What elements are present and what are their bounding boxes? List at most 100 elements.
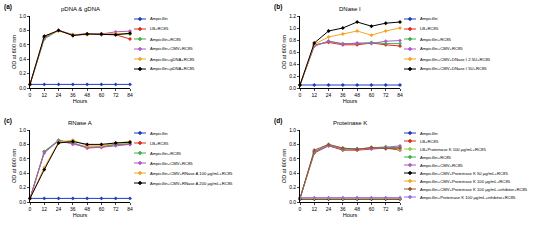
svg-text:0.0: 0.0 [289, 199, 296, 205]
svg-text:Ampicillin+RC85: Ampicillin+RC85 [420, 155, 452, 160]
svg-text:12: 12 [312, 92, 318, 98]
svg-text:Hours: Hours [73, 212, 88, 218]
svg-text:Ampicillin+gDNA+RC85: Ampicillin+gDNA+RC85 [150, 57, 195, 62]
svg-text:12: 12 [42, 92, 48, 98]
svg-text:Ampicillin+CMV+RNase A 200 µg/: Ampicillin+CMV+RNase A 200 µg/mL+RC85 [150, 181, 233, 186]
svg-text:Ampicillin+CMV+RC85: Ampicillin+CMV+RC85 [150, 46, 193, 51]
svg-text:(b): (b) [274, 3, 282, 11]
svg-text:0.8: 0.8 [289, 37, 296, 43]
svg-text:0.6: 0.6 [19, 156, 26, 162]
svg-text:Ampicillin+RC85: Ampicillin+RC85 [150, 151, 182, 156]
svg-text:24: 24 [56, 92, 62, 98]
svg-text:Ampicillin+CMV+RC85: Ampicillin+CMV+RC85 [420, 46, 463, 51]
svg-text:Ampicillin+RC85: Ampicillin+RC85 [420, 37, 452, 42]
svg-text:12: 12 [42, 206, 48, 212]
svg-text:1.0: 1.0 [19, 127, 26, 133]
svg-text:72: 72 [383, 92, 389, 98]
svg-text:0: 0 [29, 206, 32, 212]
svg-text:Hours: Hours [343, 212, 358, 218]
svg-text:84: 84 [397, 92, 403, 98]
svg-text:0.2: 0.2 [19, 70, 26, 76]
svg-text:0: 0 [299, 92, 302, 98]
svg-text:60: 60 [369, 206, 375, 212]
svg-text:pDNA & gDNA: pDNA & gDNA [61, 6, 100, 12]
svg-text:48: 48 [354, 92, 360, 98]
svg-text:24: 24 [326, 206, 332, 212]
svg-text:0.2: 0.2 [289, 73, 296, 79]
svg-text:Ampicillin+CMV+DNase I 5U+RC85: Ampicillin+CMV+DNase I 5U+RC85 [420, 66, 487, 71]
svg-text:72: 72 [383, 206, 389, 212]
svg-text:0.6: 0.6 [289, 49, 296, 55]
svg-text:84: 84 [127, 92, 133, 98]
svg-text:OD at 600 nm: OD at 600 nm [281, 34, 287, 69]
svg-text:(d): (d) [274, 117, 282, 125]
svg-text:Hours: Hours [73, 98, 88, 104]
svg-text:0.0: 0.0 [289, 85, 296, 91]
svg-text:DNase I: DNase I [339, 6, 361, 12]
svg-text:Ampicillin: Ampicillin [420, 131, 438, 136]
svg-text:Ampicillin+RC85: Ampicillin+RC85 [150, 37, 182, 42]
svg-text:Ampicillin+CMV+RC85: Ampicillin+CMV+RC85 [420, 163, 463, 168]
svg-text:Ampicillin: Ampicillin [150, 131, 168, 136]
svg-text:84: 84 [127, 206, 133, 212]
svg-text:(a): (a) [4, 3, 12, 11]
svg-text:Ampicillin+CMV+RNase A 100 µg/: Ampicillin+CMV+RNase A 100 µg/mL+RC85 [150, 171, 233, 176]
svg-text:Ampicillin: Ampicillin [420, 16, 438, 21]
svg-text:1.2: 1.2 [289, 13, 296, 19]
svg-text:0.6: 0.6 [289, 156, 296, 162]
svg-text:0.8: 0.8 [19, 27, 26, 33]
svg-text:Hours: Hours [343, 98, 358, 104]
svg-text:60: 60 [369, 92, 375, 98]
svg-text:72: 72 [113, 92, 119, 98]
svg-text:LB+Proteinase K 100 µg/mL+RC85: LB+Proteinase K 100 µg/mL+RC85 [420, 147, 486, 152]
svg-text:OD at 600 nm: OD at 600 nm [281, 148, 287, 183]
svg-text:0.6: 0.6 [19, 42, 26, 48]
svg-text:Ampicillin: Ampicillin [150, 16, 168, 21]
svg-text:12: 12 [312, 206, 318, 212]
svg-text:Ampicillin+CMV+Proteinase K 10: Ampicillin+CMV+Proteinase K 100 µg/mL+in… [420, 187, 528, 192]
svg-text:Ampicillin+pDNA+RC85: Ampicillin+pDNA+RC85 [150, 66, 195, 71]
svg-text:0.4: 0.4 [289, 61, 296, 67]
svg-text:0.2: 0.2 [19, 184, 26, 190]
svg-text:Ampicillin+CMV+RC85: Ampicillin+CMV+RC85 [150, 161, 193, 166]
svg-text:72: 72 [113, 206, 119, 212]
svg-text:0: 0 [299, 206, 302, 212]
svg-text:0.8: 0.8 [289, 141, 296, 147]
svg-text:0.0: 0.0 [19, 85, 26, 91]
svg-text:1.0: 1.0 [19, 13, 26, 19]
svg-text:LB+RC85: LB+RC85 [420, 26, 439, 31]
svg-text:LB+RC85: LB+RC85 [150, 141, 169, 146]
svg-text:48: 48 [354, 206, 360, 212]
svg-text:24: 24 [56, 206, 62, 212]
svg-text:36: 36 [70, 206, 76, 212]
svg-text:LB+RC85: LB+RC85 [420, 139, 439, 144]
svg-text:60: 60 [99, 92, 105, 98]
svg-text:0.2: 0.2 [289, 184, 296, 190]
svg-text:Ampicillin+CMV+Proteinase K 10: Ampicillin+CMV+Proteinase K 100 µg/mL+RC… [420, 179, 511, 184]
svg-text:1.0: 1.0 [289, 127, 296, 133]
svg-text:84: 84 [397, 206, 403, 212]
svg-text:OD at 600 nm: OD at 600 nm [11, 34, 17, 69]
svg-text:0.4: 0.4 [19, 170, 26, 176]
svg-text:Proteinase K: Proteinase K [333, 120, 367, 126]
svg-text:36: 36 [340, 206, 346, 212]
svg-text:0.0: 0.0 [19, 199, 26, 205]
svg-text:0.8: 0.8 [19, 141, 26, 147]
svg-text:Ampicillin+Proteinase K 100 µg: Ampicillin+Proteinase K 100 µg/mL+inhibi… [420, 195, 516, 200]
svg-text:Ampicillin+CMV+DNase I 2.5U+RC: Ampicillin+CMV+DNase I 2.5U+RC85 [420, 57, 491, 62]
svg-text:0.4: 0.4 [19, 56, 26, 62]
svg-text:36: 36 [340, 92, 346, 98]
svg-text:RNase A: RNase A [68, 120, 92, 126]
svg-text:36: 36 [70, 92, 76, 98]
svg-text:60: 60 [99, 206, 105, 212]
svg-text:48: 48 [84, 206, 90, 212]
svg-text:0.4: 0.4 [289, 170, 296, 176]
svg-text:0: 0 [29, 92, 32, 98]
svg-text:48: 48 [84, 92, 90, 98]
svg-text:OD at 600 nm: OD at 600 nm [11, 148, 17, 183]
svg-text:1.0: 1.0 [289, 25, 296, 31]
svg-text:LB+RC85: LB+RC85 [150, 26, 169, 31]
svg-text:24: 24 [326, 92, 332, 98]
svg-text:Ampicillin+CMV+Proteinase K 50: Ampicillin+CMV+Proteinase K 50 µg/mL+RC8… [420, 171, 508, 176]
svg-text:(c): (c) [4, 117, 12, 125]
